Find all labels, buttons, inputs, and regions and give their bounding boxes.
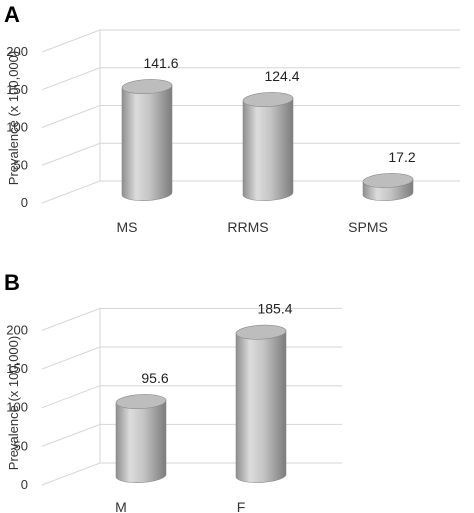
y-axis-label-a: Prevalence (x 100,000) xyxy=(6,51,21,185)
y-tick-label: 200 xyxy=(6,322,28,337)
bar xyxy=(242,92,294,201)
y-tick-label: 200 xyxy=(6,44,28,59)
bar xyxy=(121,79,173,201)
chart-panel-b: B Prevalence (x 100,000) 0 50 100 150 200 95… xyxy=(4,270,342,513)
gridline xyxy=(41,385,342,409)
x-category-label: M xyxy=(115,499,127,513)
gridline xyxy=(41,346,342,370)
y-tick-label: 100 xyxy=(6,120,28,135)
x-category-label: RRMS xyxy=(227,219,268,235)
y-tick-label: 100 xyxy=(6,400,28,415)
data-label: 17.2 xyxy=(388,149,415,165)
bar xyxy=(362,173,414,201)
y-axis-label-b: Prevalence (x 100,000) xyxy=(6,336,21,470)
gridline xyxy=(41,67,460,91)
bar-top xyxy=(362,173,414,188)
y-tick-label: 150 xyxy=(6,82,28,97)
bar xyxy=(115,394,167,483)
y-tick-label: 50 xyxy=(14,157,28,172)
chart-panel-a: A Prevalence (x 100,000) 0 50 100 150 200 14… xyxy=(4,2,460,235)
data-label: 141.6 xyxy=(143,55,178,71)
panel-letter-b: B xyxy=(4,270,20,295)
x-category-label: SPMS xyxy=(348,219,388,235)
bar-body xyxy=(235,330,287,483)
panel-letter-a: A xyxy=(4,2,20,27)
bar-body xyxy=(115,399,167,483)
data-label: 124.4 xyxy=(264,68,299,84)
gridline xyxy=(41,29,460,53)
y-tick-label: 150 xyxy=(6,361,28,376)
bar-top xyxy=(242,92,294,107)
data-label: 185.4 xyxy=(257,301,292,317)
bar-top xyxy=(115,394,167,410)
bar xyxy=(235,324,287,483)
x-category-label: MS xyxy=(117,219,138,235)
data-label: 95.6 xyxy=(141,370,168,386)
bar-top xyxy=(121,79,173,95)
bar-body xyxy=(121,84,173,201)
y-tick-label: 50 xyxy=(14,438,28,453)
gridline xyxy=(41,462,342,486)
y-tick-label: 0 xyxy=(21,477,28,492)
x-category-label: F xyxy=(237,499,246,513)
y-tick-label: 0 xyxy=(21,195,28,210)
gridline xyxy=(41,423,342,447)
gridline xyxy=(41,307,342,331)
bar-top xyxy=(235,324,287,340)
bar-body xyxy=(242,97,294,201)
